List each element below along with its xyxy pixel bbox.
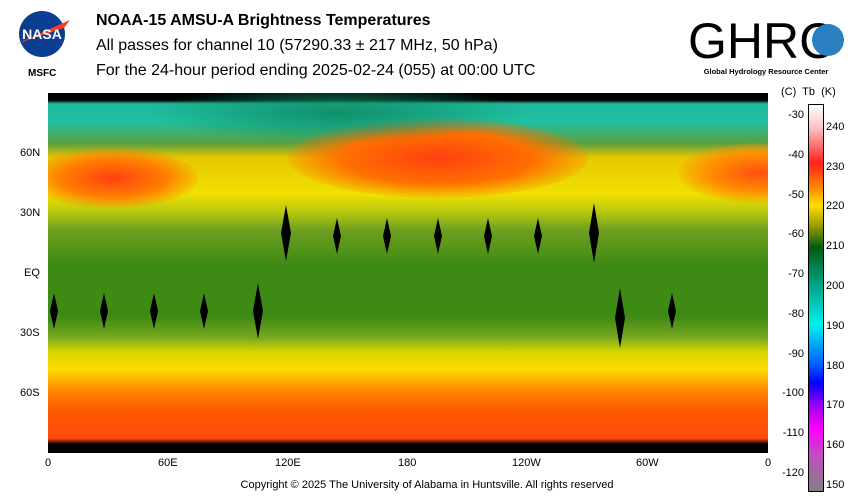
lon-label-0-east: 0 bbox=[765, 457, 772, 469]
colorbar-kelvin-label: 180 bbox=[826, 359, 845, 372]
colorbar-celsius-label: -90 bbox=[788, 347, 804, 360]
data-gap bbox=[589, 203, 599, 263]
title: NOAA-15 AMSU-A Brightness Temperatures bbox=[96, 12, 431, 29]
brightness-temperature-map bbox=[48, 93, 768, 453]
data-gap bbox=[668, 293, 676, 329]
colorbar-celsius-label: -70 bbox=[788, 268, 804, 281]
lon-label-60w: 60W bbox=[636, 457, 659, 469]
lat-label-30s: 30S bbox=[20, 327, 40, 339]
svg-text:Global Hydrology Resource Cent: Global Hydrology Resource Center bbox=[704, 67, 829, 76]
colorbar-celsius-label: -60 bbox=[788, 228, 804, 241]
colorbar-kelvin-label: 170 bbox=[826, 399, 845, 412]
data-gap bbox=[253, 283, 263, 339]
colorbar-celsius-label: -120 bbox=[781, 467, 804, 480]
lon-label-180: 180 bbox=[398, 457, 417, 469]
svg-text:NASA: NASA bbox=[22, 26, 62, 42]
svg-text:GHRC: GHRC bbox=[688, 13, 835, 69]
colorbar-header: (C) Tb (K) bbox=[781, 86, 836, 98]
subtitle: All passes for channel 10 (57290.33 ± 21… bbox=[96, 37, 498, 54]
data-gap bbox=[615, 288, 625, 348]
period-label: For the 24-hour period ending 2025-02-24… bbox=[96, 62, 536, 79]
data-gap bbox=[484, 218, 492, 254]
lat-label-30n: 30N bbox=[20, 207, 41, 219]
colorbar-kelvin-label: 160 bbox=[826, 439, 845, 452]
lat-label-eq: EQ bbox=[24, 267, 40, 279]
lat-label-60n: 60N bbox=[20, 147, 41, 159]
colorbar-celsius-label: -30 bbox=[788, 108, 804, 121]
lon-label-120w: 120W bbox=[512, 457, 541, 469]
lon-label-120e: 120E bbox=[275, 457, 301, 469]
nasa-logo: NASA bbox=[16, 11, 70, 57]
colorbar-celsius-label: -80 bbox=[788, 307, 804, 320]
lon-label-0: 0 bbox=[45, 457, 52, 469]
colorbar-kelvin-label: 220 bbox=[826, 200, 845, 213]
msfc-label: MSFC bbox=[28, 68, 57, 79]
colorbar-celsius-label: -40 bbox=[788, 148, 804, 161]
colorbar-kelvin-label: 230 bbox=[826, 160, 845, 173]
data-gap bbox=[281, 205, 291, 261]
data-gap bbox=[50, 293, 58, 329]
ghrc-logo: GHRC Global Hydrology Resource Center bbox=[688, 13, 844, 76]
colorbar-celsius-label: -100 bbox=[781, 387, 804, 400]
colorbar-celsius-label: -50 bbox=[788, 188, 804, 201]
data-gap bbox=[100, 293, 108, 329]
colorbar-kelvin-label: 240 bbox=[826, 120, 845, 133]
colorbar-kelvin-label: 150 bbox=[826, 479, 845, 492]
data-gap bbox=[383, 218, 391, 254]
lon-label-60e: 60E bbox=[158, 457, 178, 469]
data-gaps bbox=[50, 203, 676, 348]
colorbar bbox=[808, 104, 824, 492]
colorbar-kelvin-label: 200 bbox=[826, 280, 845, 293]
data-gap bbox=[434, 218, 442, 254]
data-gap bbox=[150, 293, 158, 329]
copyright: Copyright © 2025 The University of Alaba… bbox=[240, 479, 614, 491]
data-gap bbox=[534, 218, 542, 254]
colorbar-kelvin-label: 210 bbox=[826, 240, 845, 253]
colorbar-celsius-label: -110 bbox=[782, 427, 804, 440]
data-gap bbox=[333, 218, 341, 254]
colorbar-kelvin-label: 190 bbox=[826, 319, 845, 332]
lat-label-60s: 60S bbox=[20, 387, 40, 399]
data-gap bbox=[200, 293, 208, 329]
